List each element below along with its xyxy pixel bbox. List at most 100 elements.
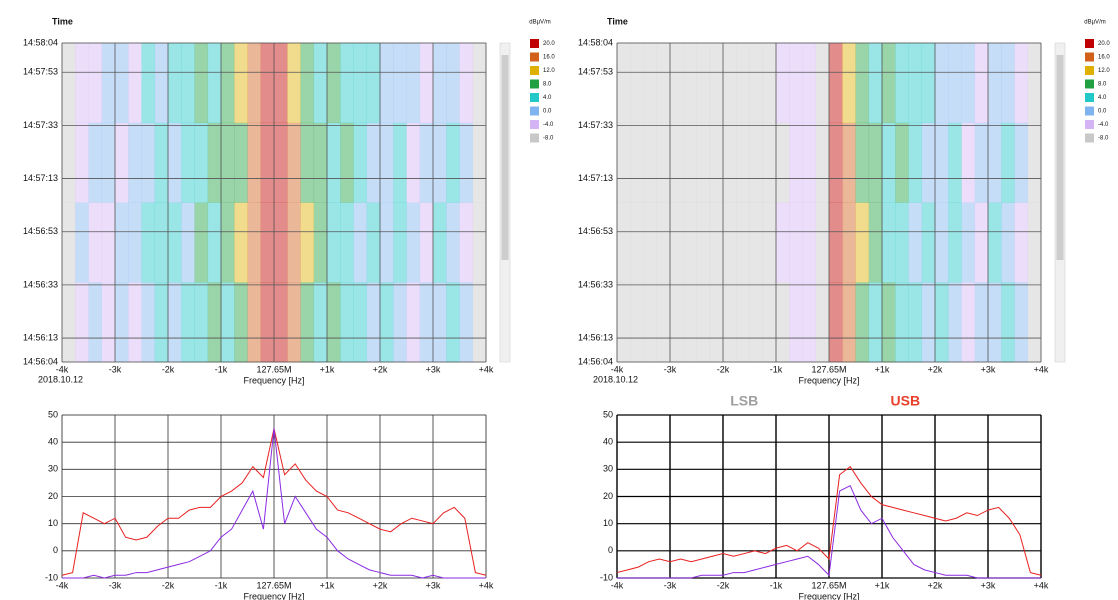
- x-tick-label: +1k: [875, 580, 890, 590]
- heatmap-cell: [815, 122, 830, 203]
- heatmap-cell: [935, 43, 949, 124]
- heatmap-cell: [842, 282, 856, 363]
- x-tick-label: +4k: [479, 580, 494, 590]
- x-axis-label: Frequency [Hz]: [798, 375, 859, 385]
- heatmap-cell: [260, 43, 275, 124]
- heatmap-cell: [234, 202, 248, 283]
- heatmap-cell: [709, 43, 724, 124]
- colorbar-tick-label: -4.0: [1098, 122, 1109, 128]
- heatmap-cell: [656, 282, 671, 363]
- heatmap-cell: [353, 202, 368, 283]
- heatmap-cell: [154, 282, 169, 363]
- heatmap-cell: [1014, 122, 1029, 203]
- heatmap-cell: [617, 122, 631, 203]
- annotation: USB: [891, 393, 921, 409]
- heatmap-cell: [393, 202, 407, 283]
- y-tick-label: 40: [48, 437, 58, 447]
- heatmap-cell: [128, 43, 142, 124]
- heatmap-cell: [802, 43, 817, 124]
- heatmap-cell: [472, 122, 487, 203]
- heatmap-cell: [776, 43, 790, 124]
- y-tick-label: 14:58:04: [578, 37, 613, 47]
- heatmap-cell: [446, 43, 460, 124]
- heatmap-cell: [433, 202, 447, 283]
- heatmap-cell: [935, 282, 949, 363]
- heatmap-cell: [709, 122, 724, 203]
- heatmap-cell: [247, 282, 262, 363]
- x-tick-label: -4k: [56, 580, 69, 590]
- heatmap-cell: [260, 202, 275, 283]
- heatmap-cell: [88, 43, 103, 124]
- heatmap-cell: [617, 202, 631, 283]
- heatmap-cell: [128, 282, 142, 363]
- heatmap-cell: [895, 43, 909, 124]
- heatmap-cell: [762, 122, 777, 203]
- colorbar-swatch: [1085, 66, 1094, 75]
- heatmap-cell: [168, 282, 182, 363]
- y-tick-label: 30: [48, 464, 58, 474]
- heatmap-cell: [300, 282, 315, 363]
- x-tick-label: +1k: [875, 364, 890, 374]
- x-tick-label: +3k: [426, 580, 441, 590]
- heatmap-cell: [988, 202, 1002, 283]
- y-tick-label: 14:56:13: [23, 332, 58, 342]
- heatmap-cell: [736, 122, 750, 203]
- heatmap-cell: [247, 122, 262, 203]
- heatmap-cell: [961, 202, 976, 283]
- heatmap-cell: [670, 282, 684, 363]
- colorbar-tick-label: -8.0: [1098, 136, 1109, 142]
- heatmap-cell: [921, 43, 936, 124]
- heatmap-cell: [736, 202, 750, 283]
- heatmap-cell: [115, 43, 129, 124]
- x-tick-label: -1k: [215, 580, 228, 590]
- colorbar-tick-label: 8.0: [1098, 82, 1107, 88]
- chart: 14:58:04 14:57:53 14:57:33 14:57:13 14:56:53…: [578, 16, 1110, 385]
- heatmap-cell: [446, 122, 460, 203]
- series-line: [617, 484, 1041, 579]
- heatmap-cell: [353, 43, 368, 124]
- x-tick-label: +3k: [981, 364, 996, 374]
- heatmap-cell: [802, 122, 817, 203]
- colorbar-swatch: [1085, 133, 1094, 143]
- heatmap-cell: [221, 282, 235, 363]
- x-tick-label: -3k: [664, 580, 677, 590]
- x-tick-label: +3k: [426, 364, 441, 374]
- x-axis-label: Frequency [Hz]: [798, 591, 859, 600]
- heatmap-cell: [630, 282, 644, 363]
- heatmap-cell: [154, 122, 169, 203]
- colorbar-swatch: [530, 66, 539, 75]
- heatmap-cell: [472, 43, 487, 124]
- heatmap-cell: [736, 43, 750, 124]
- heatmap-cell: [895, 282, 909, 363]
- series-line: [616, 465, 1042, 576]
- y-tick-label: 14:57:53: [23, 67, 58, 77]
- heatmap-cell: [802, 282, 817, 363]
- heatmap-cell: [406, 202, 421, 283]
- x-tick-label: -2k: [162, 364, 175, 374]
- heatmap-cell: [643, 282, 658, 363]
- colorbar-tick-label: 12.0: [543, 68, 555, 74]
- heatmap-cell: [300, 43, 315, 124]
- heatmap-cell: [1001, 43, 1015, 124]
- heatmap-cell: [670, 202, 684, 283]
- heatmap-cell: [88, 202, 103, 283]
- heatmap-cell: [247, 43, 262, 124]
- colorbar-swatch: [530, 133, 539, 143]
- heatmap-cell: [749, 43, 764, 124]
- heatmap-cell: [207, 202, 222, 283]
- heatmap-cell: [683, 282, 697, 363]
- heatmap-cell: [1001, 282, 1015, 363]
- x-axis-label: Frequency [Hz]: [243, 591, 304, 600]
- x-tick-label: +2k: [928, 364, 943, 374]
- heatmap-cell: [882, 43, 896, 124]
- heatmap-cell: [948, 202, 962, 283]
- heatmap-cell: [908, 122, 923, 203]
- heatmap-cell: [62, 122, 76, 203]
- heatmap-cell: [274, 282, 288, 363]
- heatmap-cell: [221, 202, 235, 283]
- y-axis-label: Time: [52, 16, 73, 26]
- heatmap-cell: [141, 43, 156, 124]
- heatmap-cell: [789, 202, 803, 283]
- heatmap-cell: [472, 282, 487, 363]
- heatmap-cell: [419, 43, 434, 124]
